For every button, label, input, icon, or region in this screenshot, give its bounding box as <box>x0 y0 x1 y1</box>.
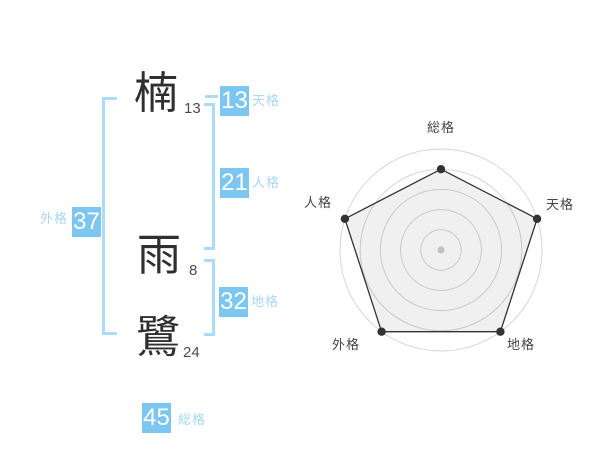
surname-char: 楠 <box>134 69 178 118</box>
soukaku-label: 総格 <box>178 412 207 427</box>
soukaku-value-badge: 45 <box>142 403 171 433</box>
radar-axis-label: 外格 <box>332 337 360 352</box>
given-name-char-1-stroke-count: 8 <box>189 262 198 279</box>
jinkaku-label: 人格 <box>252 175 281 190</box>
radar-vertex-dots <box>340 165 542 336</box>
chikaku-bracket-line <box>212 259 215 336</box>
given-name-char-1: 雨 <box>137 231 181 280</box>
radar-axis-label: 地格 <box>507 337 535 352</box>
radar-axis-label: 人格 <box>304 195 332 210</box>
jinkaku-bracket-line <box>212 103 215 250</box>
given-name-char-2-stroke-count: 24 <box>183 344 200 361</box>
gaikaku-bracket-line <box>102 97 105 335</box>
jinkaku-value-badge: 21 <box>220 168 249 198</box>
tenkaku-value-badge: 13 <box>220 86 249 116</box>
surname-char-stroke-count: 13 <box>184 100 201 117</box>
jinkaku-bracket-top-tick <box>204 103 215 106</box>
gaikaku-value-badge: 37 <box>72 207 101 237</box>
chikaku-label: 地格 <box>251 294 280 309</box>
chikaku-bracket-bottom-tick <box>204 333 215 336</box>
radar-grid <box>339 148 543 352</box>
gaikaku-label: 外格 <box>40 211 69 226</box>
fortune-radar-chart: 総格天格地格 外格 人格 <box>295 115 600 365</box>
gaikaku-bracket-top-tick <box>102 97 117 100</box>
radar-center-dot <box>437 246 445 254</box>
chikaku-bracket-top-tick <box>204 259 215 262</box>
radar-axis-label: 総格 <box>427 120 455 135</box>
tenkaku-label: 天格 <box>252 93 281 108</box>
tenkaku-tick <box>205 95 218 98</box>
radar-axis-label: 天格 <box>546 197 574 212</box>
jinkaku-bracket-bottom-tick <box>204 247 215 250</box>
gaikaku-bracket-bottom-tick <box>102 332 117 335</box>
chikaku-value-badge: 32 <box>219 287 248 317</box>
given-name-char-2: 鷺 <box>136 313 180 362</box>
